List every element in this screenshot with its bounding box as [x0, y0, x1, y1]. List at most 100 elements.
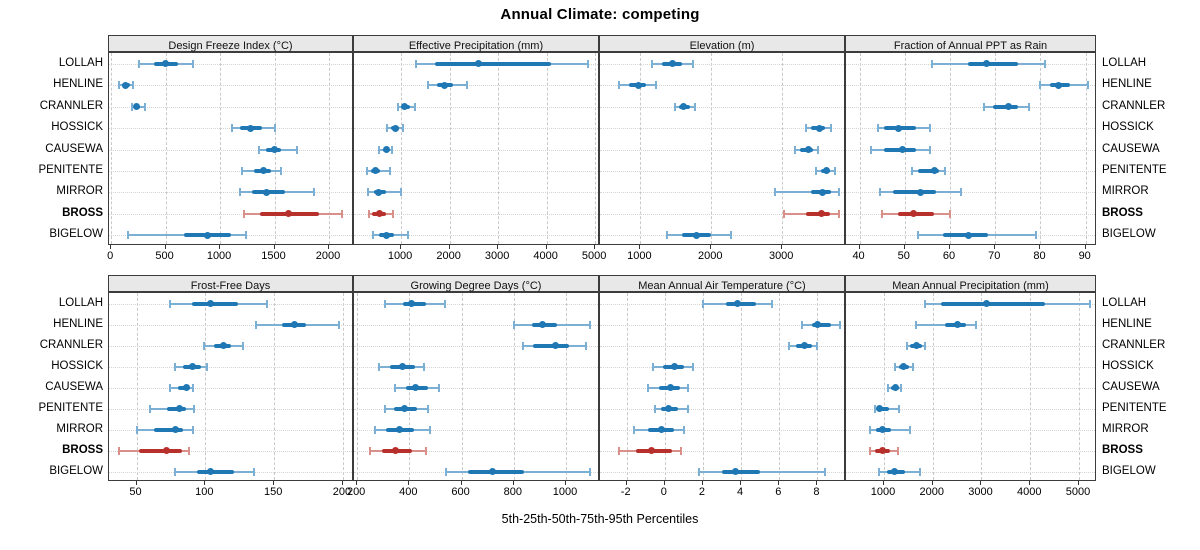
- whisker-cap: [383, 404, 386, 413]
- whisker-cap: [258, 145, 261, 154]
- site-label-right: CRANNLER: [1102, 338, 1166, 351]
- row-refline: [846, 213, 1095, 215]
- median-dot: [371, 167, 379, 175]
- gridline: [328, 53, 330, 244]
- gridline: [1078, 293, 1080, 480]
- gridline: [274, 293, 276, 480]
- axis-tick-label: 1000: [206, 250, 232, 262]
- whisker-cap: [369, 446, 372, 455]
- whisker-cap: [646, 383, 649, 392]
- row-refline: [846, 387, 1095, 389]
- axis-tick-label: 3000: [484, 250, 510, 262]
- axis-tick: [931, 481, 933, 485]
- axis-tick: [594, 245, 596, 249]
- median-dot: [122, 81, 130, 89]
- whisker-cap: [1028, 102, 1031, 111]
- whisker-cap: [869, 425, 872, 434]
- whisker-cap: [949, 209, 952, 218]
- site-label-left: HOSSICK: [51, 359, 103, 372]
- panel-title: Growing Degree Days (°C): [410, 280, 542, 292]
- whisker-cap: [428, 425, 431, 434]
- whisker-cap: [143, 102, 146, 111]
- axis-tick: [219, 245, 221, 249]
- whisker-cap: [801, 320, 804, 329]
- median-dot: [284, 210, 292, 218]
- row-refline: [354, 213, 598, 215]
- whisker-cap: [911, 362, 914, 371]
- row-refline: [600, 128, 844, 130]
- site-label-right: BIGELOW: [1102, 464, 1156, 477]
- site-label-right: BROSS: [1102, 206, 1143, 219]
- whisker-cap: [244, 231, 247, 240]
- panel-plot: [108, 292, 353, 481]
- median-dot: [982, 60, 990, 68]
- panel-plot: [353, 52, 599, 245]
- site-label-left: MIRROR: [56, 185, 103, 198]
- whisker-cap: [193, 404, 196, 413]
- site-label-left: PENITENTE: [38, 401, 103, 414]
- row-refline: [354, 450, 598, 452]
- row-refline: [354, 85, 598, 87]
- whisker-cap: [385, 124, 388, 133]
- median-dot: [667, 384, 675, 391]
- site-label-right: HENLINE: [1102, 78, 1152, 91]
- iqr-line: [139, 448, 182, 453]
- median-dot: [375, 210, 383, 218]
- whisker-cap: [438, 383, 441, 392]
- site-label-left: BIGELOW: [49, 464, 103, 477]
- site-label-left: LOLLAH: [58, 296, 103, 309]
- median-dot: [489, 468, 497, 475]
- axis-tick-label: 150: [263, 486, 283, 498]
- whisker-cap: [686, 383, 689, 392]
- whisker-cap: [698, 467, 701, 476]
- median-dot: [412, 384, 420, 391]
- whisker-cap: [243, 209, 246, 218]
- axis-tick: [1084, 245, 1086, 249]
- whisker-cap: [774, 188, 777, 197]
- median-dot: [163, 447, 171, 454]
- median-dot: [876, 405, 884, 412]
- median-dot: [1005, 103, 1013, 111]
- whisker-cap: [960, 188, 963, 197]
- whisker-cap: [682, 425, 685, 434]
- row-refline: [600, 387, 844, 389]
- median-dot: [731, 468, 739, 475]
- site-label-right: BROSS: [1102, 443, 1143, 456]
- whisker-cap: [898, 404, 901, 413]
- whisker-cap: [174, 467, 177, 476]
- site-label-left: CRANNLER: [39, 99, 103, 112]
- whisker-cap: [378, 145, 381, 154]
- whisker-cap: [367, 209, 370, 218]
- whisker-cap: [392, 209, 395, 218]
- axis-tick-label: 4000: [1016, 486, 1042, 498]
- whisker-cap: [138, 59, 141, 68]
- whisker-cap: [374, 425, 377, 434]
- panel-title: Elevation (m): [689, 40, 755, 52]
- row-refline: [600, 149, 844, 151]
- whisker-cap: [876, 124, 879, 133]
- median-dot: [816, 124, 824, 132]
- whisker-cap: [974, 320, 977, 329]
- whisker-cap: [816, 145, 819, 154]
- axis-tick-label: 1000: [870, 486, 896, 498]
- axis-tick: [327, 245, 329, 249]
- gridline: [950, 53, 952, 244]
- whisker-cap: [422, 362, 425, 371]
- whisker-cap: [187, 446, 190, 455]
- whisker-cap: [371, 231, 374, 240]
- whisker-cap: [793, 145, 796, 154]
- gridline: [702, 293, 704, 480]
- iqr-line: [722, 469, 761, 474]
- whisker-cap: [924, 299, 927, 308]
- gridline: [640, 53, 642, 244]
- axis-tick-label: 1500: [261, 250, 286, 262]
- gridline: [1040, 53, 1042, 244]
- whisker-cap: [618, 81, 621, 90]
- whisker-cap: [588, 467, 591, 476]
- median-dot: [133, 103, 141, 111]
- median-dot: [917, 188, 925, 196]
- axis-tick-label: 2000: [698, 250, 723, 262]
- whisker-cap: [444, 467, 447, 476]
- whisker-cap: [869, 145, 872, 154]
- iqr-line: [197, 469, 235, 474]
